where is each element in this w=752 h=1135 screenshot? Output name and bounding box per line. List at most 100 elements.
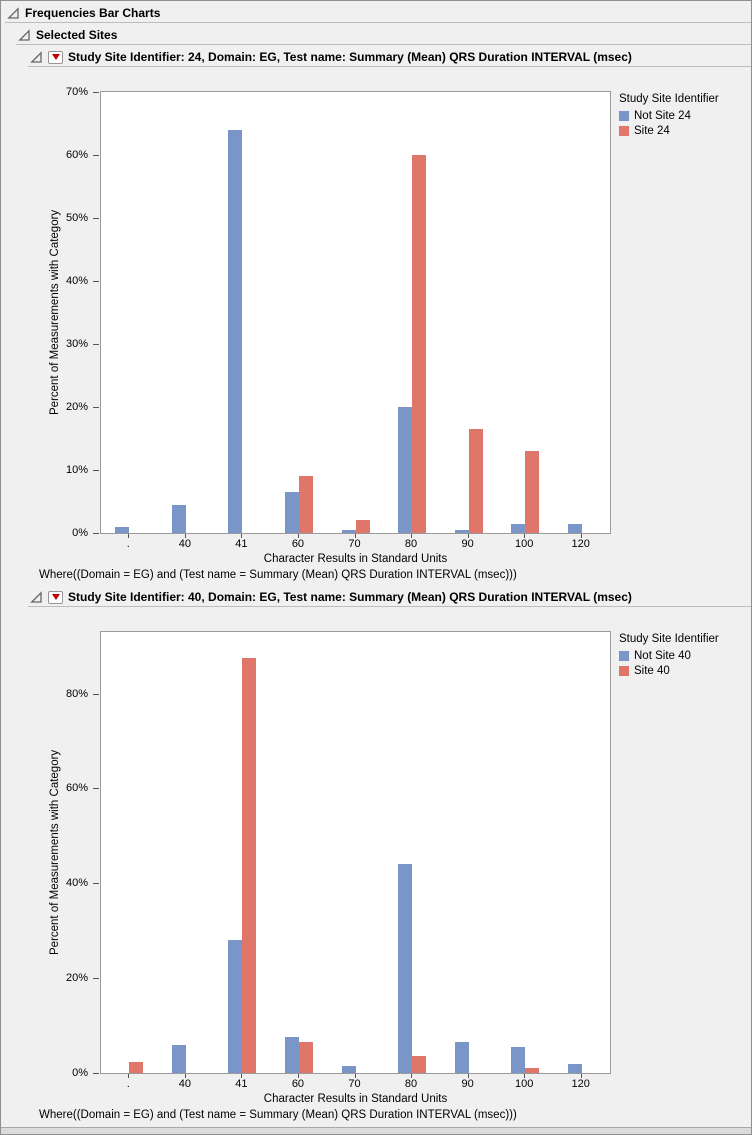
bar-not-site-40-80[interactable]: [398, 864, 413, 1073]
divider: [28, 606, 751, 607]
x-tick-label: 60: [291, 1078, 305, 1090]
legend-entry: Not Site 24: [619, 110, 719, 122]
bar-site-40-100[interactable]: [525, 1068, 540, 1073]
bar-not-site-24-41[interactable]: [228, 129, 243, 533]
outline-header-selected-sites: Selected Sites: [18, 27, 117, 43]
outline-header-site-40: Study Site Identifier: 40, Domain: EG, T…: [30, 589, 632, 605]
bar-site-40-60[interactable]: [298, 1042, 313, 1073]
plot-area: [100, 631, 611, 1074]
subreport-title: Selected Sites: [36, 28, 118, 42]
bar-site-24-70[interactable]: [355, 520, 370, 533]
bar-chart-site-24: Percent of Measurements with Category 0%…: [1, 71, 751, 587]
y-tick: [93, 1073, 99, 1074]
x-tick: [354, 534, 356, 538]
bar-not-site-24-.[interactable]: [115, 526, 130, 533]
x-tick: [467, 1074, 469, 1078]
y-tick: [93, 344, 99, 345]
y-tick: [93, 155, 99, 156]
legend-entry: Not Site 40: [619, 650, 719, 662]
x-tick: [411, 534, 413, 538]
horizontal-scrollbar[interactable]: [1, 1127, 751, 1134]
bar-not-site-24-80[interactable]: [398, 407, 413, 533]
plot-area: [100, 91, 611, 534]
legend-label: Site 24: [634, 125, 670, 137]
y-tick-label: 70%: [65, 86, 88, 98]
bar-site-24-60[interactable]: [298, 476, 313, 533]
x-tick: [411, 1074, 413, 1078]
bar-site-24-90[interactable]: [468, 429, 483, 533]
legend-entry: Site 24: [619, 125, 719, 137]
bar-not-site-24-120[interactable]: [567, 523, 582, 533]
report-title: Frequencies Bar Charts: [25, 6, 161, 20]
outline-header-site-24: Study Site Identifier: 24, Domain: EG, T…: [30, 49, 632, 65]
y-tick-label: 20%: [65, 401, 88, 413]
x-tick: [467, 534, 469, 538]
y-tick-label: 50%: [65, 212, 88, 224]
x-tick: [580, 1074, 582, 1078]
red-triangle-menu-icon[interactable]: [48, 50, 63, 64]
legend-label: Site 40: [634, 665, 670, 677]
disclosure-icon[interactable]: [30, 50, 43, 64]
disclosure-icon[interactable]: [30, 590, 43, 604]
y-tick-label: 60%: [65, 782, 88, 795]
y-tick-label: 40%: [65, 877, 88, 890]
legend-swatch-red: [619, 666, 629, 676]
legend-swatch-blue: [619, 651, 629, 661]
bar-not-site-40-40[interactable]: [171, 1044, 186, 1073]
x-tick-label: 80: [404, 538, 418, 550]
bar-site-24-100[interactable]: [525, 451, 540, 533]
x-tick: [524, 1074, 526, 1078]
legend-swatch-blue: [619, 111, 629, 121]
x-tick-label: 70: [348, 1078, 361, 1090]
x-tick-label: .: [126, 538, 130, 550]
x-axis: . 40 41 60 70 80 90 100 120: [100, 1074, 611, 1092]
bar-not-site-40-90[interactable]: [454, 1042, 469, 1073]
y-tick-label: 0%: [72, 1067, 88, 1079]
bar-not-site-24-40[interactable]: [171, 504, 186, 533]
y-tick-label: 30%: [65, 338, 88, 350]
bar-site-40-.[interactable]: [129, 1062, 144, 1073]
x-tick-label: 40: [178, 1078, 191, 1090]
bar-not-site-40-60[interactable]: [284, 1037, 299, 1073]
x-tick-label: 90: [461, 538, 474, 550]
disclosure-icon[interactable]: [7, 6, 20, 20]
bar-not-site-40-100[interactable]: [511, 1046, 526, 1073]
y-tick: [93, 218, 99, 219]
bar-site-40-41[interactable]: [242, 658, 257, 1073]
y-tick: [93, 883, 99, 885]
y-tick: [93, 978, 99, 980]
bar-not-site-24-60[interactable]: [284, 492, 299, 533]
y-tick: [93, 788, 99, 790]
chart-section-title: Study Site Identifier: 24, Domain: EG, T…: [68, 50, 632, 64]
bar-not-site-40-120[interactable]: [567, 1063, 582, 1073]
y-tick-label: 80%: [65, 687, 88, 700]
y-tick-label: 0%: [72, 527, 88, 539]
x-tick: [128, 534, 130, 538]
bar-not-site-24-90[interactable]: [454, 529, 469, 533]
x-tick-label: 80: [404, 1078, 418, 1090]
red-triangle-glyph: [51, 54, 60, 60]
x-tick: [354, 1074, 356, 1078]
x-tick-label: 41: [235, 1078, 248, 1090]
x-tick-label: 40: [178, 538, 191, 550]
bar-not-site-24-100[interactable]: [511, 523, 526, 533]
bar-chart-site-40: Percent of Measurements with Category 0%…: [1, 611, 751, 1127]
divider: [5, 22, 751, 23]
bar-not-site-40-70[interactable]: [341, 1065, 356, 1073]
red-triangle-menu-icon[interactable]: [48, 590, 63, 604]
legend-title: Study Site Identifier: [619, 633, 719, 645]
chart-section-title: Study Site Identifier: 40, Domain: EG, T…: [68, 590, 632, 604]
x-tick-label: 100: [514, 1078, 534, 1090]
legend: Study Site Identifier Not Site 24 Site 2…: [619, 93, 719, 137]
bar-site-40-80[interactable]: [412, 1056, 427, 1073]
disclosure-icon[interactable]: [18, 28, 31, 42]
x-tick: [184, 534, 186, 538]
y-tick: [93, 92, 99, 93]
bar-not-site-24-70[interactable]: [341, 529, 356, 533]
x-tick-label: 60: [291, 538, 305, 550]
bar-site-24-80[interactable]: [412, 155, 427, 533]
bar-not-site-40-41[interactable]: [228, 940, 243, 1073]
x-axis-title: Character Results in Standard Units: [263, 1093, 448, 1105]
legend: Study Site Identifier Not Site 40 Site 4…: [619, 633, 719, 677]
outline-header-frequencies: Frequencies Bar Charts: [7, 5, 160, 21]
